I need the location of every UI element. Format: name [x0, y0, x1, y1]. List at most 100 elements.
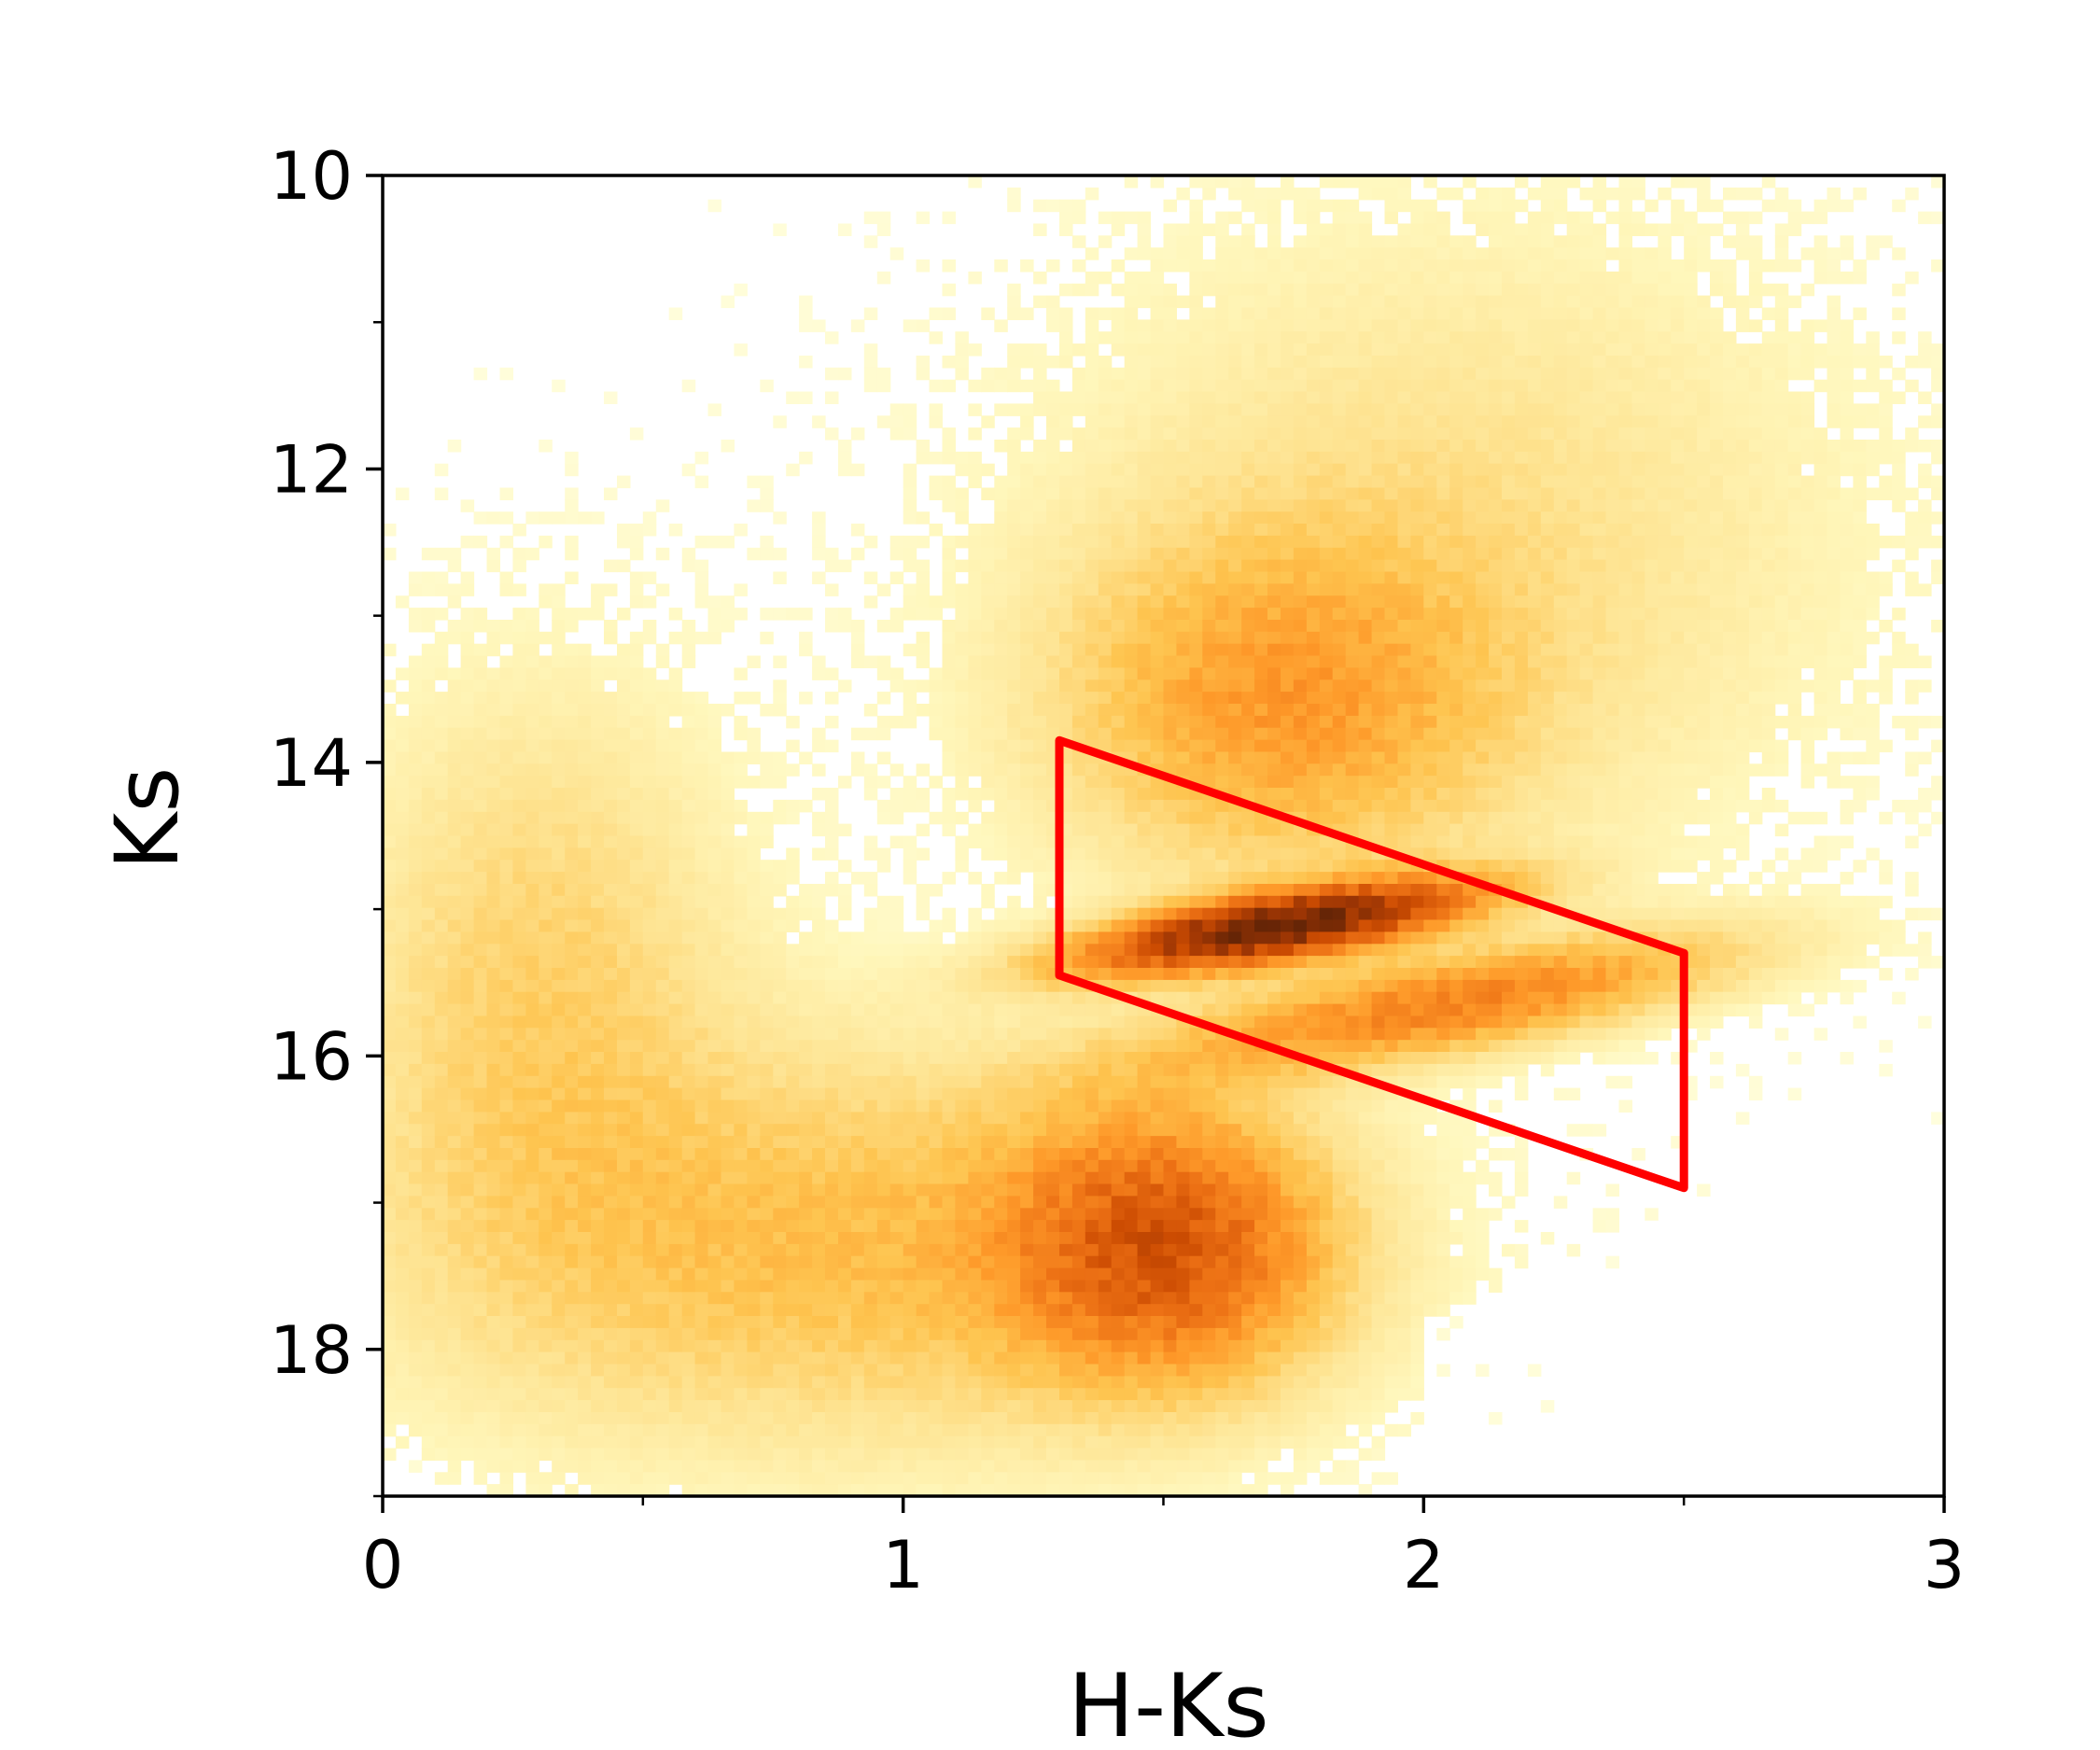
heatmap-cell	[1071, 524, 1086, 537]
heatmap-cell	[1111, 211, 1126, 225]
heatmap-cell	[383, 1099, 397, 1113]
heatmap-cell	[565, 799, 579, 813]
heatmap-cell	[721, 535, 735, 549]
heatmap-cell	[1098, 1075, 1113, 1089]
heatmap-cell	[408, 1412, 423, 1425]
heatmap-cell	[1085, 1423, 1099, 1437]
heatmap-cell	[1137, 1232, 1152, 1245]
heatmap-cell	[994, 1376, 1008, 1389]
heatmap-cell	[383, 823, 397, 837]
heatmap-cell	[473, 1075, 488, 1089]
heatmap-cell	[734, 1040, 748, 1053]
heatmap-cell	[1059, 499, 1073, 512]
heatmap-cell	[799, 356, 813, 369]
heatmap-cell	[486, 1267, 500, 1281]
heatmap-cell	[1007, 1280, 1021, 1293]
heatmap-cell	[1085, 1075, 1099, 1089]
heatmap-cell	[460, 499, 475, 512]
heatmap-cell	[578, 679, 592, 693]
heatmap-cell	[434, 907, 449, 921]
heatmap-cell	[1033, 499, 1047, 512]
heatmap-cell	[850, 968, 865, 981]
heatmap-cell	[1098, 704, 1113, 717]
heatmap-cell	[383, 679, 397, 693]
heatmap-cell	[525, 1243, 539, 1257]
heatmap-cell	[629, 1327, 644, 1341]
heatmap-cell	[552, 788, 566, 801]
heatmap-cell	[1033, 223, 1047, 236]
heatmap-cell	[981, 979, 995, 993]
heatmap-cell	[707, 823, 721, 837]
heatmap-cell	[747, 835, 761, 848]
heatmap-cell	[1020, 1460, 1034, 1473]
heatmap-cell	[1137, 511, 1152, 525]
heatmap-cell	[499, 931, 513, 945]
heatmap-cell	[1098, 1267, 1113, 1281]
heatmap-cell	[1007, 1159, 1021, 1173]
heatmap-cell	[955, 968, 969, 981]
heatmap-cell	[863, 1112, 878, 1125]
heatmap-cell	[876, 1435, 891, 1449]
heatmap-cell	[1020, 451, 1034, 465]
heatmap-cell	[512, 1460, 526, 1473]
heatmap-cell	[1137, 1364, 1152, 1377]
heatmap-cell	[539, 715, 553, 729]
heatmap-cell	[421, 1351, 436, 1365]
heatmap-cell	[539, 1376, 553, 1389]
heatmap-cell	[889, 979, 904, 993]
heatmap-cell	[434, 1232, 449, 1245]
heatmap-cell	[512, 679, 526, 693]
heatmap-cell	[668, 1196, 683, 1209]
heatmap-cell	[539, 1075, 553, 1089]
heatmap-cell	[721, 1075, 735, 1089]
heatmap-cell	[617, 823, 631, 837]
heatmap-cell	[1150, 331, 1165, 344]
heatmap-cell	[434, 1015, 449, 1029]
heatmap-cell	[1046, 631, 1060, 645]
heatmap-cell	[1150, 175, 1165, 189]
heatmap-cell	[1059, 1232, 1073, 1245]
heatmap-cell	[1111, 667, 1126, 680]
heatmap-cell	[994, 1040, 1008, 1053]
heatmap-cell	[863, 1351, 878, 1365]
heatmap-cell	[578, 968, 592, 981]
heatmap-cell	[383, 1208, 397, 1221]
heatmap-cell	[525, 1196, 539, 1209]
heatmap-cell	[760, 1255, 774, 1269]
heatmap-cell	[1163, 1183, 1177, 1197]
heatmap-cell	[395, 776, 410, 789]
heatmap-cell	[863, 1316, 878, 1329]
heatmap-cell	[1189, 608, 1203, 621]
heatmap-cell	[447, 1351, 462, 1365]
heatmap-cell	[1189, 1243, 1203, 1257]
heatmap-cell	[525, 727, 539, 741]
heatmap-cell	[889, 944, 904, 957]
heatmap-cell	[447, 799, 462, 813]
heatmap-cell	[499, 847, 513, 861]
heatmap-cell	[1033, 1435, 1047, 1449]
heatmap-cell	[525, 1423, 539, 1437]
heatmap-cell	[408, 799, 423, 813]
heatmap-cell	[760, 487, 774, 500]
heatmap-cell	[838, 944, 852, 957]
heatmap-cell	[668, 895, 683, 909]
heatmap-cell	[747, 1484, 761, 1497]
heatmap-cell	[1071, 391, 1086, 404]
heatmap-cell	[1007, 655, 1021, 668]
heatmap-cell	[1046, 715, 1060, 729]
heatmap-cell	[838, 931, 852, 945]
heatmap-cell	[916, 1087, 931, 1101]
heatmap-cell	[994, 319, 1008, 332]
heatmap-cell	[812, 919, 826, 932]
heatmap-cell	[421, 1232, 436, 1245]
heatmap-cell	[721, 295, 735, 309]
heatmap-cell	[786, 1028, 800, 1041]
heatmap-cell	[408, 1364, 423, 1377]
heatmap-cell	[473, 1280, 488, 1293]
heatmap-cell	[1085, 1412, 1099, 1425]
heatmap-cell	[1059, 1063, 1073, 1077]
heatmap-cell	[994, 1400, 1008, 1413]
heatmap-cell	[916, 511, 931, 525]
heatmap-cell	[565, 1099, 579, 1113]
heatmap-cell	[850, 1435, 865, 1449]
